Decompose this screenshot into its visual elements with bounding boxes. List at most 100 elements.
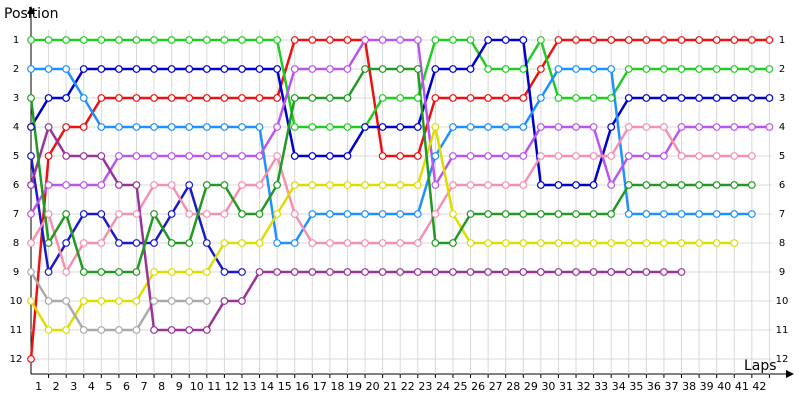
lap-marker bbox=[202, 326, 211, 334]
lap-marker bbox=[466, 65, 475, 73]
lap-marker bbox=[290, 65, 299, 73]
lap-marker bbox=[44, 297, 53, 305]
lap-marker bbox=[677, 268, 686, 276]
lap-marker bbox=[642, 94, 651, 102]
lap-marker bbox=[624, 65, 633, 73]
lap-marker bbox=[431, 239, 440, 247]
lap-marker bbox=[290, 94, 299, 102]
lap-marker bbox=[220, 65, 229, 73]
lap-marker bbox=[501, 123, 510, 131]
lap-marker bbox=[62, 326, 71, 334]
lap-marker bbox=[167, 36, 176, 44]
lap-marker bbox=[589, 268, 598, 276]
y-tick-label: 4 bbox=[13, 122, 19, 133]
y-tick-label-right: 6 bbox=[779, 180, 785, 191]
lap-marker bbox=[378, 65, 387, 73]
lap-marker bbox=[150, 152, 158, 160]
lap-marker bbox=[44, 123, 53, 131]
y-tick-label: 6 bbox=[13, 180, 19, 191]
lap-marker bbox=[747, 181, 756, 189]
lap-marker bbox=[150, 268, 158, 276]
lap-marker bbox=[484, 123, 493, 131]
lap-marker bbox=[115, 326, 123, 334]
lap-marker bbox=[747, 152, 756, 160]
lap-marker bbox=[536, 239, 545, 247]
lap-marker bbox=[589, 94, 598, 102]
lap-marker bbox=[730, 36, 739, 44]
lap-marker bbox=[132, 268, 141, 276]
lap-marker bbox=[519, 210, 528, 218]
plot-area bbox=[27, 36, 774, 363]
lap-marker bbox=[238, 181, 246, 189]
lap-marker bbox=[273, 181, 282, 189]
lap-marker bbox=[361, 65, 369, 73]
lap-marker bbox=[167, 268, 176, 276]
lap-marker bbox=[519, 152, 528, 160]
lap-marker bbox=[554, 152, 563, 160]
lap-marker bbox=[325, 268, 334, 276]
lap-marker bbox=[220, 181, 229, 189]
lap-marker bbox=[536, 210, 545, 218]
lap-marker bbox=[290, 239, 299, 247]
lap-marker bbox=[589, 36, 598, 44]
x-tick-label: 2 bbox=[53, 380, 60, 393]
x-tick-label: 19 bbox=[348, 380, 362, 393]
x-tick-label: 5 bbox=[105, 380, 112, 393]
lap-marker bbox=[431, 36, 440, 44]
lap-marker bbox=[255, 36, 264, 44]
lap-marker bbox=[396, 65, 405, 73]
lap-marker bbox=[677, 239, 686, 247]
lap-marker bbox=[343, 210, 352, 218]
lap-marker bbox=[519, 239, 528, 247]
lap-marker bbox=[290, 181, 299, 189]
lap-marker bbox=[97, 210, 106, 218]
y-tick-label-right: 2 bbox=[779, 64, 785, 75]
lap-marker bbox=[97, 268, 106, 276]
lap-marker bbox=[27, 65, 35, 73]
lap-marker bbox=[27, 94, 35, 102]
lap-marker bbox=[501, 152, 510, 160]
y-tick-label: 7 bbox=[13, 209, 19, 220]
lap-marker bbox=[62, 36, 71, 44]
lap-marker bbox=[730, 65, 739, 73]
lap-marker bbox=[449, 123, 457, 131]
lap-marker bbox=[238, 36, 246, 44]
lap-marker bbox=[62, 181, 71, 189]
lap-marker bbox=[27, 123, 35, 131]
x-tick-label: 33 bbox=[594, 380, 608, 393]
lap-marker bbox=[712, 36, 721, 44]
x-tick-label: 26 bbox=[471, 380, 485, 393]
lap-marker bbox=[255, 123, 264, 131]
lap-marker bbox=[167, 326, 176, 334]
lap-marker bbox=[642, 268, 651, 276]
lap-marker bbox=[255, 181, 264, 189]
lap-marker bbox=[132, 65, 141, 73]
lap-marker bbox=[308, 152, 317, 160]
lap-marker bbox=[449, 65, 457, 73]
lap-marker bbox=[79, 152, 88, 160]
lap-marker bbox=[325, 181, 334, 189]
lap-marker bbox=[712, 210, 721, 218]
lap-marker bbox=[185, 239, 194, 247]
lap-marker bbox=[79, 123, 88, 131]
lap-marker bbox=[431, 210, 440, 218]
lap-marker bbox=[308, 210, 317, 218]
x-tick-label: 12 bbox=[225, 380, 239, 393]
lap-marker bbox=[150, 94, 158, 102]
lap-marker bbox=[343, 152, 352, 160]
y-tick-label: 12 bbox=[10, 354, 23, 365]
lap-marker bbox=[255, 268, 264, 276]
lap-marker bbox=[308, 94, 317, 102]
lap-marker bbox=[413, 36, 422, 44]
lap-marker bbox=[589, 210, 598, 218]
lap-marker bbox=[449, 268, 457, 276]
lap-marker bbox=[220, 239, 229, 247]
lap-marker bbox=[185, 210, 194, 218]
y-tick-label-right: 5 bbox=[779, 151, 785, 162]
lap-marker bbox=[132, 152, 141, 160]
lap-marker bbox=[501, 239, 510, 247]
lap-marker bbox=[677, 181, 686, 189]
lap-marker bbox=[624, 268, 633, 276]
lap-marker bbox=[501, 181, 510, 189]
lap-marker bbox=[167, 94, 176, 102]
